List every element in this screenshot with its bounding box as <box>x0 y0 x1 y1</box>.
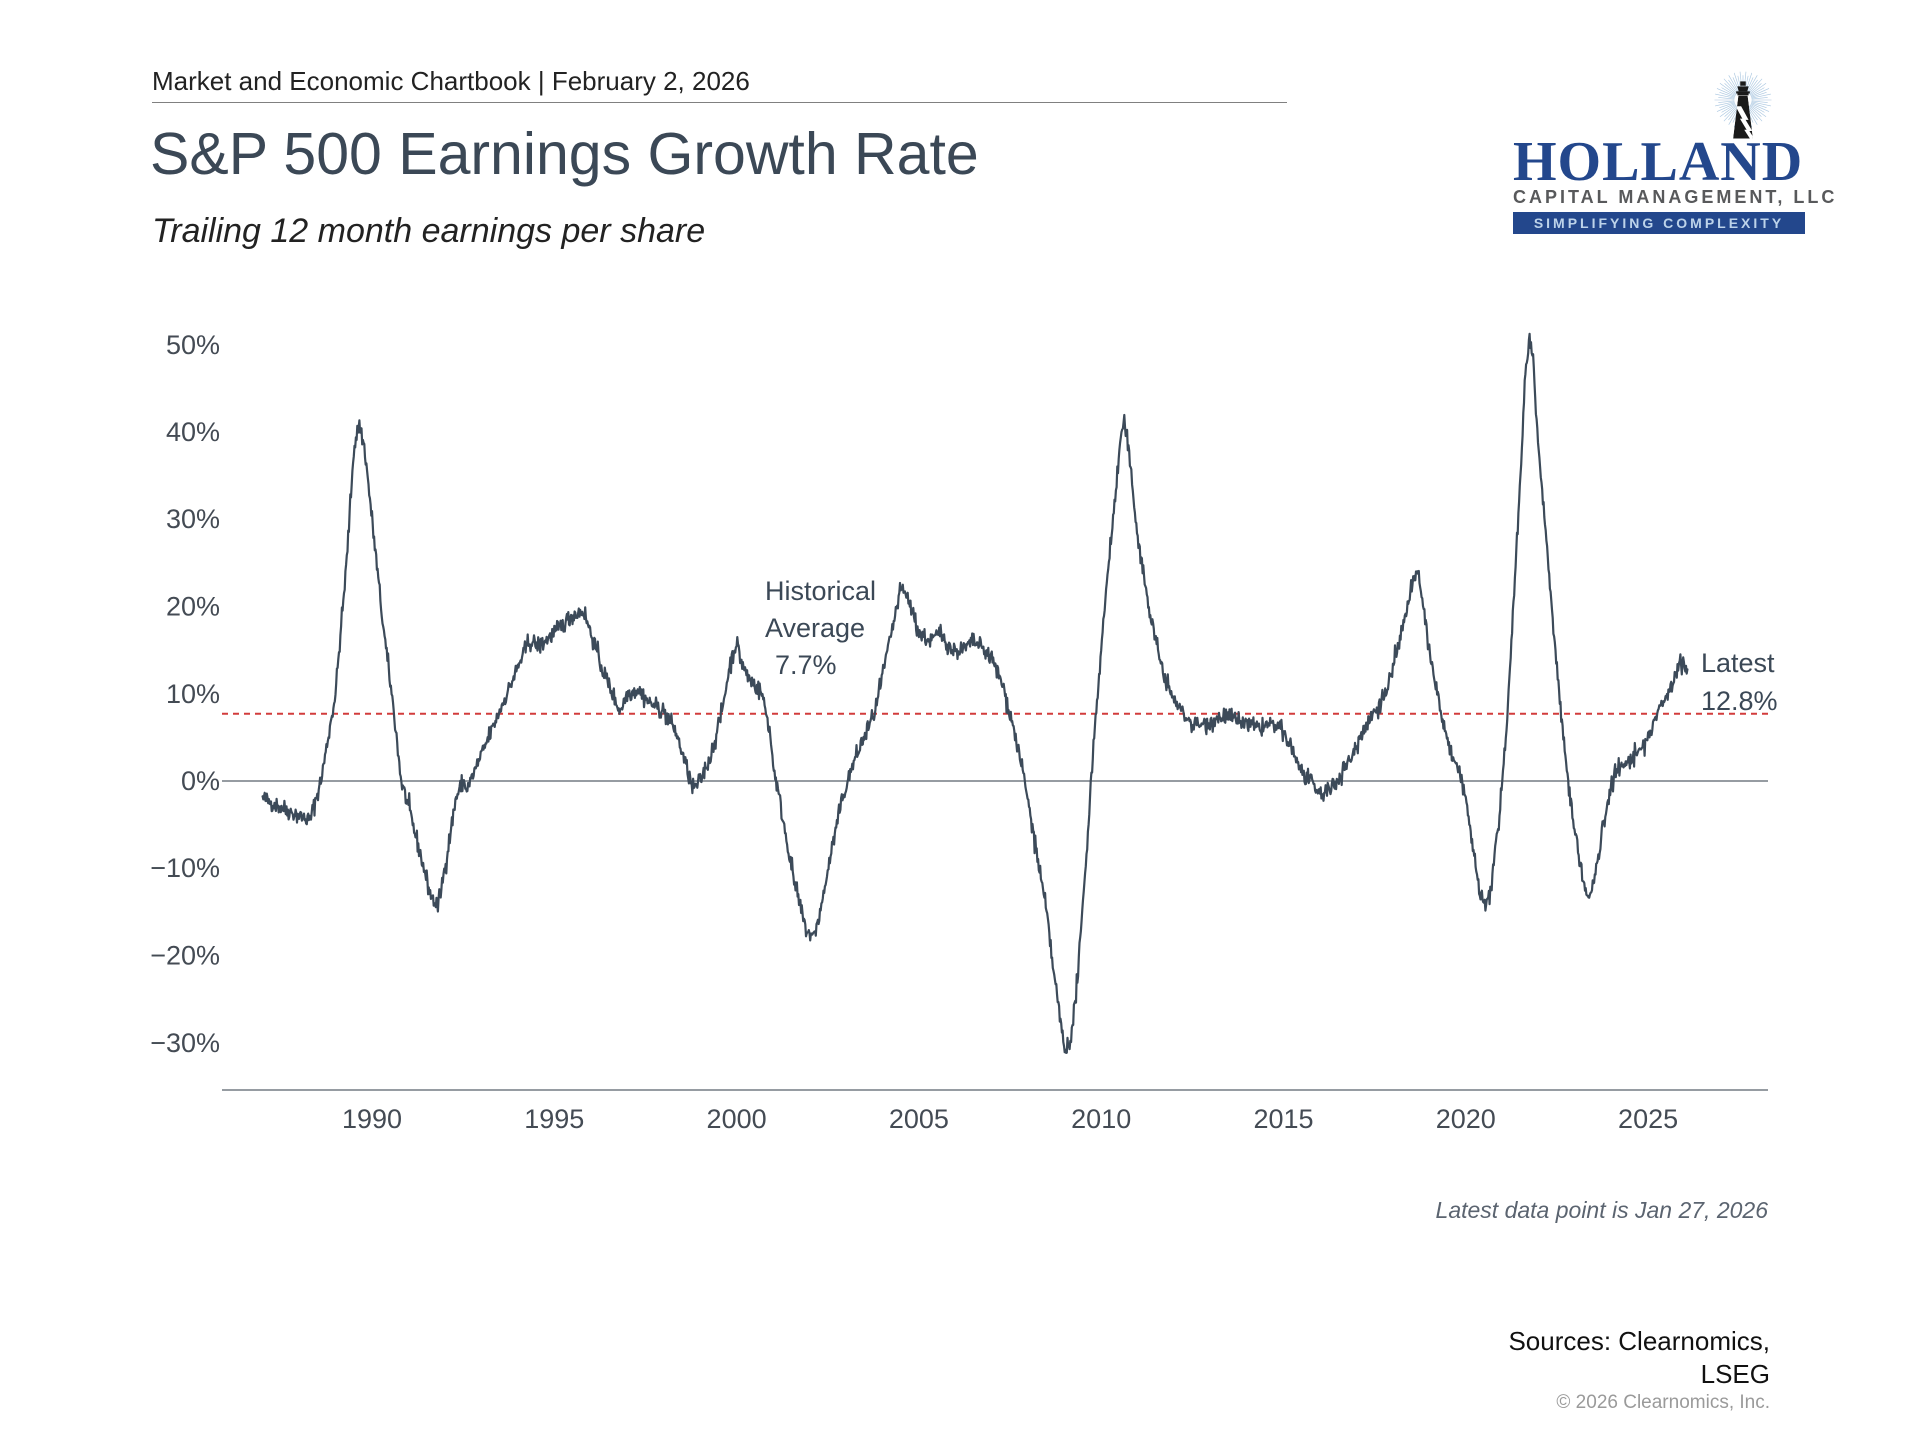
svg-text:0%: 0% <box>181 766 220 796</box>
svg-text:2005: 2005 <box>889 1104 949 1134</box>
svg-text:Historical: Historical <box>765 576 876 606</box>
svg-text:Latest: Latest <box>1701 648 1775 678</box>
svg-text:12.8%: 12.8% <box>1701 686 1778 716</box>
svg-text:30%: 30% <box>166 504 220 534</box>
svg-text:7.7%: 7.7% <box>775 650 837 680</box>
svg-text:2000: 2000 <box>707 1104 767 1134</box>
svg-text:−30%: −30% <box>150 1028 220 1058</box>
svg-text:40%: 40% <box>166 417 220 447</box>
svg-text:2020: 2020 <box>1436 1104 1496 1134</box>
svg-text:50%: 50% <box>166 330 220 360</box>
svg-text:Average: Average <box>765 613 865 643</box>
svg-text:2015: 2015 <box>1253 1104 1313 1134</box>
svg-text:Latest data point is Jan 27, 2: Latest data point is Jan 27, 2026 <box>1436 1197 1769 1223</box>
svg-text:2025: 2025 <box>1618 1104 1678 1134</box>
svg-text:20%: 20% <box>166 592 220 622</box>
svg-text:1990: 1990 <box>342 1104 402 1134</box>
svg-text:10%: 10% <box>166 679 220 709</box>
svg-text:2010: 2010 <box>1071 1104 1131 1134</box>
svg-text:1995: 1995 <box>524 1104 584 1134</box>
svg-text:−20%: −20% <box>150 941 220 971</box>
svg-text:−10%: −10% <box>150 853 220 883</box>
